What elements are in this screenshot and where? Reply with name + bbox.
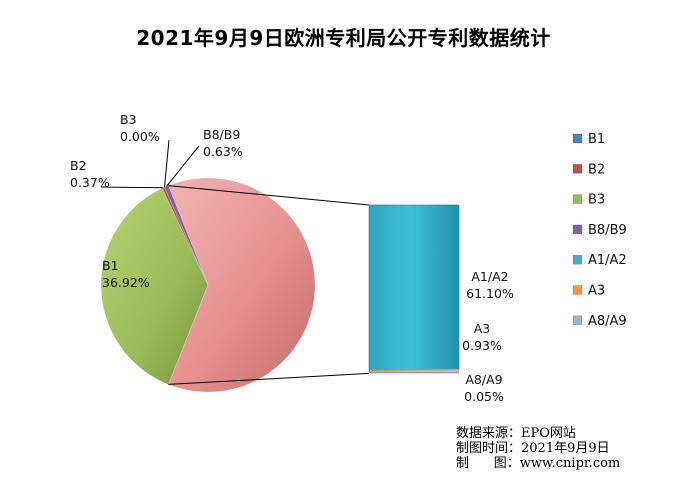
data-label-a3: A3 0.93% — [462, 321, 502, 353]
legend-swatch-a1-a2 — [572, 254, 583, 265]
legend-swatch-b3 — [572, 194, 583, 204]
author-line: 制 图：www.cnipr.com — [456, 456, 621, 471]
chart-title: 2021年9月9日欧洲专利局公开专利数据统计 — [136, 26, 551, 50]
data-label-b8-b9: B8/B9 0.63% — [203, 127, 243, 159]
data-label-a8-a9: A8/A9 0.05% — [464, 372, 504, 404]
legend-label-b3: B3 — [588, 193, 605, 208]
connector-group — [168, 185, 370, 385]
bar-segment-a3 — [369, 369, 459, 372]
source-note: 数据来源：EPO网站 制图时间：2021年9月9日 制 图：www.cnipr.… — [456, 426, 620, 471]
data-label-a1-a2: A1/A2 61.10% — [466, 269, 514, 301]
legend-swatch-b2 — [572, 164, 583, 174]
legend-swatch-a3 — [572, 285, 583, 295]
data-label-b1: B1 36.92% — [102, 258, 150, 290]
pie-slice-a-group — [167, 177, 316, 393]
label-group: B1 36.92% B2 0.37% B3 0.00% B8/B9 0.63% A1/A2 61.… — [70, 112, 514, 404]
bar-segment-a8-a9 — [369, 371, 459, 374]
source-line: 数据来源：EPO网站 — [456, 426, 576, 441]
bar-segment-a1-a2 — [368, 204, 460, 370]
legend-label-a3: A3 — [588, 284, 605, 299]
legend-label-a1-a2: A1/A2 — [588, 253, 627, 268]
pie-group — [100, 177, 316, 393]
legend: B1 B2 B3 B8/B9 A1/A2 A3 A8/A9 — [572, 132, 627, 329]
chart-date-line: 制图时间：2021年9月9日 — [456, 441, 610, 456]
connector-line-top — [168, 185, 370, 206]
data-label-b3: B3 0.00% — [120, 112, 160, 144]
legend-swatch-a8-a9 — [572, 315, 583, 326]
leader-line-b3 — [164, 139, 170, 188]
legend-label-b1: B1 — [588, 132, 605, 147]
legend-swatch-b1 — [572, 133, 583, 144]
connector-line-bottom — [168, 372, 370, 385]
legend-label-b2: B2 — [588, 162, 605, 177]
data-label-b2: B2 0.37% — [70, 158, 110, 190]
leader-line-b2 — [100, 186, 164, 189]
legend-label-a8-a9: A8/A9 — [588, 314, 627, 329]
legend-label-b8-b9: B8/B9 — [588, 223, 627, 238]
bar-group — [368, 204, 460, 374]
pie-slice-b1 — [100, 187, 209, 385]
leader-line-b8-b9 — [166, 145, 200, 187]
legend-swatch-b8-b9 — [572, 224, 583, 235]
